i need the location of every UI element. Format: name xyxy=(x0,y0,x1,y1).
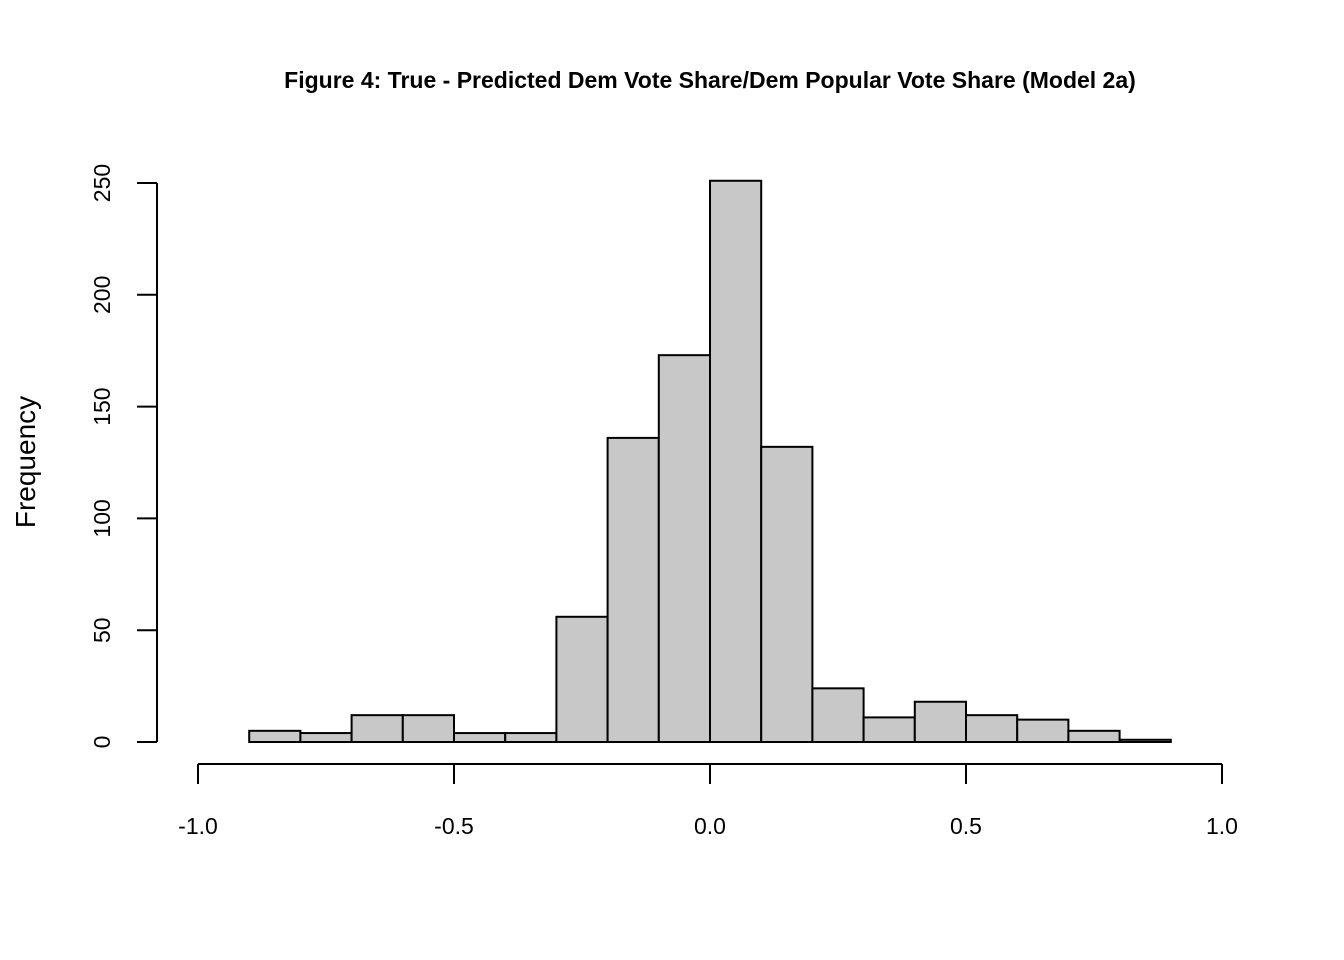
y-axis-label: Frequency xyxy=(10,396,41,528)
histogram-bar-17 xyxy=(1118,738,1172,743)
x-tick-label-2: 0.0 xyxy=(694,813,726,839)
x-axis: -1.0 -0.5 0.0 0.5 1.0 xyxy=(178,763,1238,839)
histogram-bar-7 xyxy=(606,436,660,743)
histogram-bar-6 xyxy=(555,615,609,743)
y-tick-label-3: 150 xyxy=(89,387,115,425)
histogram-bar-16 xyxy=(1067,729,1121,744)
histogram-bar-2 xyxy=(350,714,404,744)
y-tick-label-4: 200 xyxy=(89,276,115,314)
histogram-bar-11 xyxy=(811,687,865,743)
histogram-bar-13 xyxy=(913,700,967,744)
bars-group xyxy=(248,179,1172,744)
histogram-bar-12 xyxy=(862,716,916,743)
histogram-bar-14 xyxy=(965,714,1019,744)
y-tick-label-1: 50 xyxy=(89,617,115,643)
histogram-bar-5 xyxy=(504,732,558,744)
x-tick-label-0: -1.0 xyxy=(178,813,218,839)
x-tick-label-3: 0.5 xyxy=(950,813,982,839)
histogram-bar-10 xyxy=(760,445,814,743)
histogram-bar-15 xyxy=(1016,718,1070,744)
y-tick-label-5: 250 xyxy=(89,164,115,202)
histogram-bar-3 xyxy=(401,714,455,744)
histogram-bar-9 xyxy=(709,179,763,744)
chart-title: Figure 4: True - Predicted Dem Vote Shar… xyxy=(284,67,1136,93)
x-tick-label-1: -0.5 xyxy=(434,813,474,839)
histogram-bar-0 xyxy=(248,729,302,744)
y-tick-label-2: 100 xyxy=(89,499,115,537)
histogram-bar-1 xyxy=(299,732,353,744)
x-tick-label-4: 1.0 xyxy=(1206,813,1238,839)
y-tick-label-0: 0 xyxy=(89,736,115,749)
histogram-bar-8 xyxy=(657,354,711,743)
histogram-bar-4 xyxy=(453,732,507,744)
y-axis: 0 50 100 150 200 250 xyxy=(89,164,158,749)
